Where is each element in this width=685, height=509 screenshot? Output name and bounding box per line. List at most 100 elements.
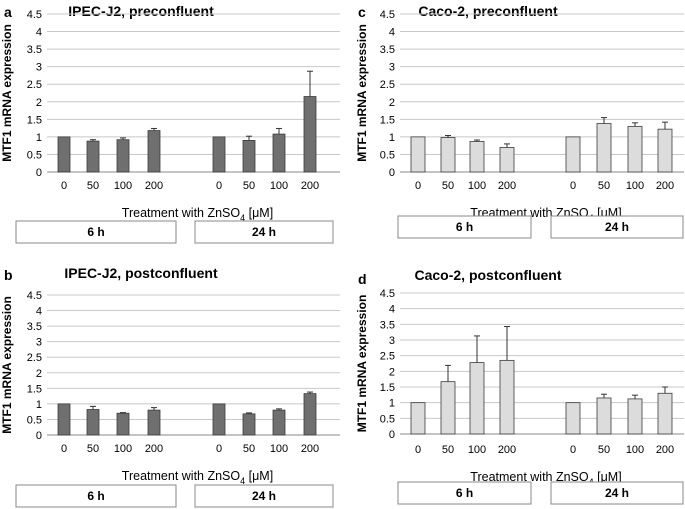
x-tick-label: 200 bbox=[145, 443, 163, 455]
x-axis-label: Treatment with ZnSO4 [μM] bbox=[470, 470, 621, 487]
group-box bbox=[15, 484, 177, 508]
bar bbox=[303, 393, 317, 436]
bar bbox=[147, 130, 161, 173]
y-tick-label: 1 bbox=[389, 398, 395, 410]
y-tick-label: 1.5 bbox=[380, 382, 395, 394]
y-tick-label: 0 bbox=[389, 167, 395, 179]
chart-title: Caco-2, preconfluent bbox=[418, 3, 558, 19]
y-tick-label: 0.5 bbox=[27, 414, 42, 426]
y-tick-label: 0.5 bbox=[27, 149, 42, 161]
x-tick-label: 50 bbox=[598, 180, 610, 192]
group-label: 24 h bbox=[605, 486, 629, 500]
y-tick-label: 2.5 bbox=[380, 79, 395, 91]
group-box bbox=[194, 220, 334, 244]
bar bbox=[596, 123, 612, 173]
x-tick-label: 100 bbox=[626, 444, 644, 456]
bar bbox=[657, 128, 673, 173]
x-tick-label: 100 bbox=[468, 180, 486, 192]
bar bbox=[565, 402, 581, 435]
y-tick-label: 2.5 bbox=[27, 352, 42, 364]
y-tick-label: 0.5 bbox=[380, 149, 395, 161]
x-tick-label: 50 bbox=[243, 180, 255, 192]
x-tick-label: 50 bbox=[87, 180, 99, 192]
group-label: 6 h bbox=[87, 225, 104, 239]
y-tick-label: 4.5 bbox=[380, 9, 395, 21]
bar bbox=[86, 140, 100, 173]
x-tick-label: 50 bbox=[87, 443, 99, 455]
x-tick-label: 200 bbox=[301, 180, 319, 192]
x-tick-label: 50 bbox=[598, 444, 610, 456]
y-tick-label: 1.5 bbox=[27, 383, 42, 395]
x-tick-label: 100 bbox=[114, 180, 132, 192]
y-tick-label: 3 bbox=[36, 62, 42, 74]
y-tick-label: 0 bbox=[36, 430, 42, 442]
y-tick-label: 3.5 bbox=[27, 321, 42, 333]
y-tick-label: 2 bbox=[389, 97, 395, 109]
x-tick-label: 0 bbox=[216, 180, 222, 192]
bar bbox=[212, 403, 226, 436]
bar bbox=[410, 402, 426, 435]
y-tick-label: 3.5 bbox=[380, 319, 395, 331]
x-tick-label: 200 bbox=[498, 444, 516, 456]
chart-panel-d: d Caco-2, postconfluent 0 0.5 1 1.5 2 2.5 3 3.5 4 4… bbox=[355, 267, 684, 505]
x-tick-label: 200 bbox=[656, 444, 674, 456]
panel-letter: c bbox=[358, 4, 366, 20]
x-tick-label: 100 bbox=[270, 180, 288, 192]
chart-panel-b: b IPEC-J2, postconfluent 0 0.5 1 1.5 2 2.5 3 3.5 4… bbox=[0, 265, 340, 508]
bar bbox=[410, 136, 426, 173]
y-tick-label: 1.5 bbox=[27, 114, 42, 126]
y-tick-label: 2.5 bbox=[27, 79, 42, 91]
bar bbox=[303, 96, 317, 173]
group-label: 24 h bbox=[252, 225, 276, 239]
x-tick-label: 100 bbox=[114, 443, 132, 455]
y-tick-label: 1 bbox=[389, 132, 395, 144]
bar bbox=[57, 403, 71, 436]
bar bbox=[212, 136, 226, 173]
group-box bbox=[194, 484, 334, 508]
bar bbox=[565, 136, 581, 173]
bar bbox=[242, 139, 256, 173]
bar bbox=[242, 413, 256, 436]
y-axis-label: MTF1 mRNA expression bbox=[0, 24, 14, 162]
y-tick-label: 3 bbox=[389, 62, 395, 74]
bar bbox=[116, 139, 130, 173]
y-tick-label: 1.5 bbox=[380, 114, 395, 126]
y-tick-label: 2 bbox=[36, 97, 42, 109]
group-label: 24 h bbox=[252, 489, 276, 503]
x-tick-label: 200 bbox=[498, 180, 516, 192]
y-tick-label: 4.5 bbox=[380, 288, 395, 300]
x-tick-label: 200 bbox=[145, 180, 163, 192]
bar bbox=[86, 409, 100, 436]
bar bbox=[57, 136, 71, 173]
panel-letter: a bbox=[4, 4, 12, 20]
x-tick-label: 100 bbox=[270, 443, 288, 455]
x-tick-label: 0 bbox=[570, 180, 576, 192]
y-tick-label: 3.5 bbox=[380, 44, 395, 56]
y-tick-label: 3.5 bbox=[27, 44, 42, 56]
x-tick-label: 100 bbox=[468, 444, 486, 456]
x-tick-label: 0 bbox=[570, 444, 576, 456]
bar bbox=[596, 397, 612, 435]
bar bbox=[147, 409, 161, 436]
bar bbox=[469, 141, 485, 173]
y-tick-label: 4 bbox=[36, 306, 42, 318]
x-tick-label: 50 bbox=[442, 444, 454, 456]
group-box bbox=[550, 481, 684, 505]
bar bbox=[440, 381, 456, 435]
x-axis-label: Treatment with ZnSO4 [μM] bbox=[122, 206, 273, 223]
y-tick-label: 2.5 bbox=[380, 351, 395, 363]
y-tick-label: 2 bbox=[36, 368, 42, 380]
y-tick-label: 1 bbox=[36, 132, 42, 144]
chart-title: Caco-2, postconfluent bbox=[414, 267, 561, 283]
group-box bbox=[550, 215, 684, 239]
panel-letter: d bbox=[358, 271, 367, 287]
bar bbox=[627, 125, 643, 173]
x-tick-label: 200 bbox=[656, 180, 674, 192]
x-tick-label: 200 bbox=[301, 443, 319, 455]
y-tick-label: 0 bbox=[36, 167, 42, 179]
y-tick-label: 4 bbox=[389, 27, 395, 39]
group-box bbox=[397, 481, 532, 505]
panel-letter: b bbox=[4, 267, 13, 283]
bar bbox=[657, 392, 673, 435]
